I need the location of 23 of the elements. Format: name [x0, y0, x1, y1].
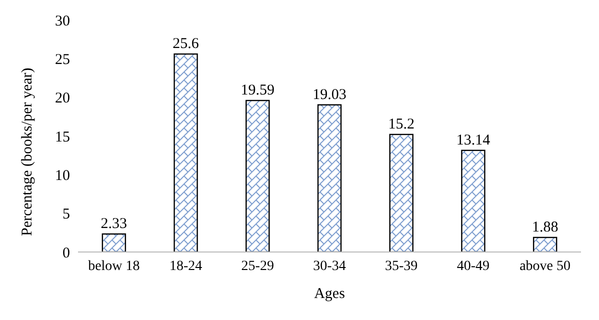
x-tick-label: 40-49: [456, 258, 490, 274]
data-label: 2.33: [100, 216, 128, 232]
y-axis-title: Percentage (books/per year): [19, 68, 36, 236]
x-tick-label: 35-39: [385, 258, 418, 274]
x-tick-label: 18-24: [169, 258, 202, 274]
x-axis-title: Ages: [314, 286, 346, 302]
y-tick-label: 15: [55, 129, 70, 146]
x-tick-label: 25-29: [241, 258, 274, 274]
y-tick-label: 10: [55, 168, 70, 184]
data-label: 1.88: [532, 219, 558, 236]
data-label: 25.6: [172, 36, 200, 52]
y-tick-label: 30: [55, 13, 70, 30]
y-tick-label: 0: [62, 245, 70, 262]
y-tick-label: 5: [62, 206, 70, 223]
y-tick-label: 20: [55, 90, 70, 107]
data-label: 15.2: [388, 116, 414, 132]
data-label: 13.14: [456, 132, 491, 148]
x-tick-label: below 18: [88, 258, 140, 274]
x-tick-label: above 50: [520, 258, 571, 274]
y-tick-label: 25: [55, 52, 70, 68]
data-label: 19.03: [312, 86, 346, 103]
x-tick-label: 30-34: [313, 258, 346, 274]
data-label: 19.59: [240, 82, 275, 99]
